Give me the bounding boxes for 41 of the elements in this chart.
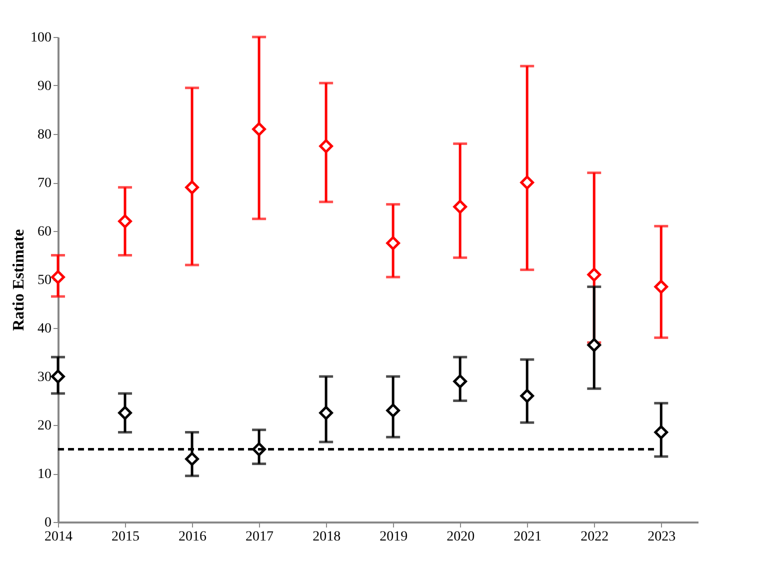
point — [587, 338, 602, 352]
point — [185, 180, 199, 194]
x-tick-label: 2018 — [312, 530, 341, 544]
point — [118, 406, 132, 420]
y-axis-title: Ratio Estimate — [10, 229, 28, 331]
point — [51, 270, 65, 284]
x-tick-label: 2022 — [580, 530, 609, 544]
point — [520, 176, 534, 190]
point — [185, 452, 199, 466]
point — [319, 139, 334, 154]
y-tick-label: 80 — [38, 128, 52, 142]
y-tick-label: 30 — [38, 370, 52, 385]
point — [386, 404, 400, 418]
x-tick-label: 2015 — [112, 530, 140, 544]
y-tick-label: 50 — [38, 273, 52, 288]
y-tick-label: 100 — [30, 30, 52, 46]
point — [319, 406, 334, 420]
x-tick-label: 2017 — [246, 530, 274, 544]
x-tick-label: 2021 — [514, 530, 542, 544]
x-tick-label: 2023 — [648, 530, 676, 544]
x-tick-label: 2019 — [380, 530, 408, 544]
point — [252, 122, 266, 136]
point — [520, 388, 534, 403]
y-tick-label: 0 — [44, 516, 52, 530]
y-tick-label: 70 — [38, 176, 52, 191]
point — [587, 268, 602, 282]
y-tick-label: 20 — [38, 418, 52, 434]
x-tick-label: 2014 — [44, 530, 72, 544]
point — [51, 370, 65, 384]
y-tick-label: 40 — [38, 322, 52, 336]
point — [453, 200, 468, 214]
y-tick-label: 60 — [38, 224, 52, 240]
point — [654, 280, 668, 294]
y-tick-label: 10 — [38, 467, 52, 482]
point — [453, 374, 468, 388]
point — [386, 236, 400, 250]
point — [118, 214, 132, 228]
y-tick-label: 90 — [38, 79, 52, 94]
x-tick-label: 2020 — [446, 530, 475, 544]
point — [654, 425, 668, 440]
x-tick-label: 2016 — [178, 530, 207, 544]
